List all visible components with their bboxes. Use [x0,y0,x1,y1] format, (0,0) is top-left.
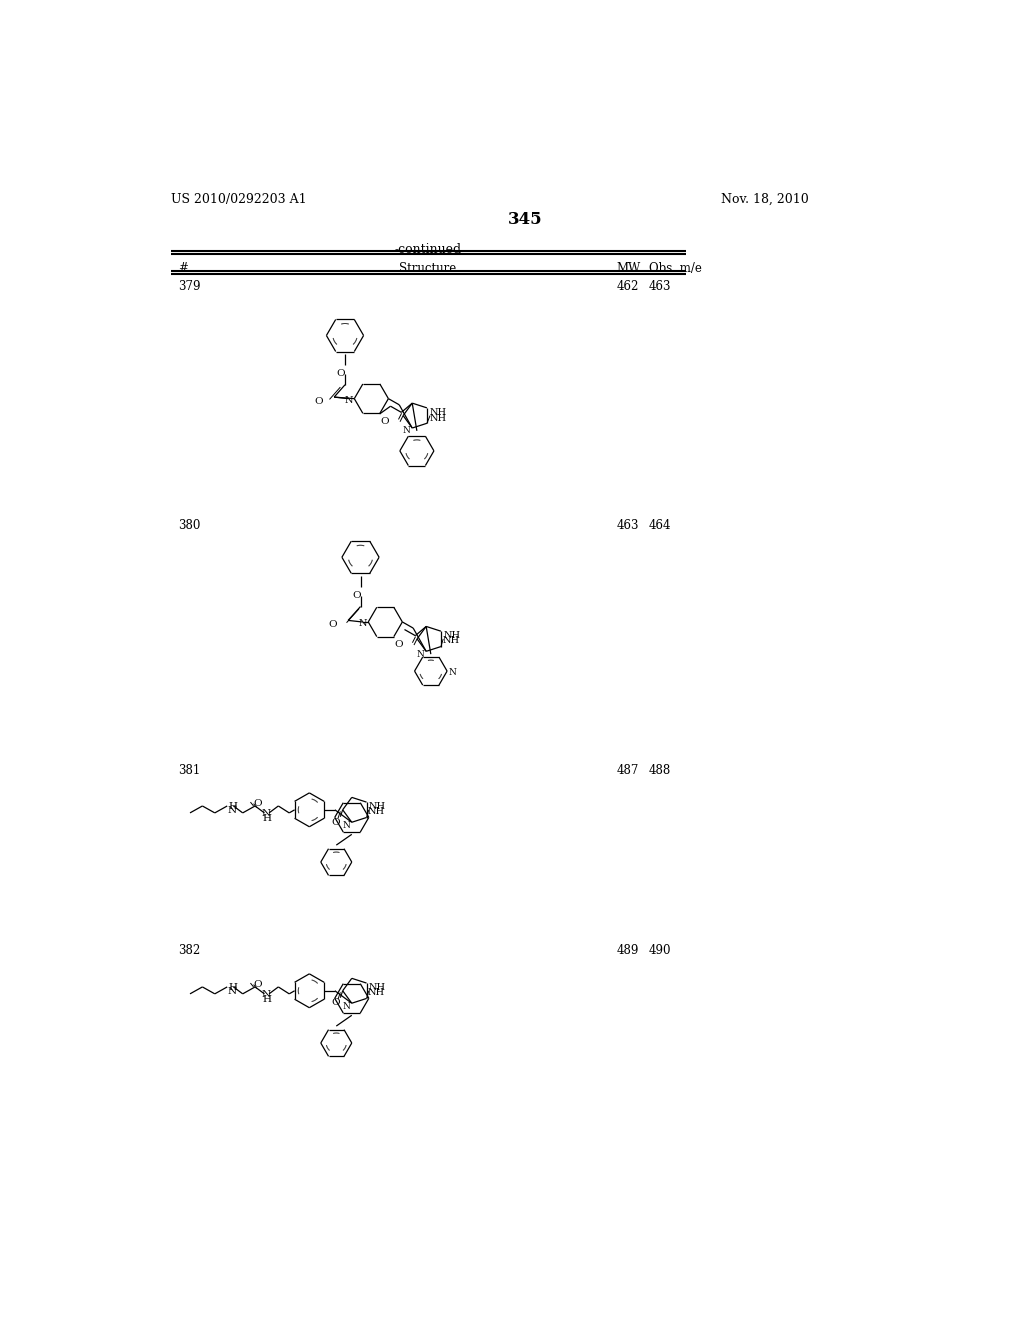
Text: Nov. 18, 2010: Nov. 18, 2010 [721,193,809,206]
Text: 490: 490 [649,944,672,957]
Text: 464: 464 [649,519,672,532]
Text: O: O [331,817,340,826]
Text: N: N [358,619,367,628]
Text: O: O [352,591,360,601]
Text: N: N [342,1002,350,1011]
Text: H: H [228,803,238,810]
Text: NH: NH [368,987,385,997]
Text: NH: NH [369,803,386,810]
Text: 463: 463 [649,280,672,293]
Text: US 2010/0292203 A1: US 2010/0292203 A1 [171,193,306,206]
Text: O: O [254,799,262,808]
Text: 381: 381 [178,763,201,776]
Text: O: O [314,397,324,407]
Text: N: N [227,987,237,995]
Text: Obs. m/e: Obs. m/e [649,263,701,276]
Text: 462: 462 [616,280,639,293]
Text: NH: NH [442,636,460,644]
Text: N: N [402,426,411,436]
Text: H: H [263,995,271,1005]
Text: -continued: -continued [394,243,462,256]
Text: O: O [337,370,345,379]
Text: O: O [381,417,389,426]
Text: 380: 380 [178,519,201,532]
Text: N: N [344,396,352,404]
Text: O: O [394,640,403,649]
Text: H: H [263,814,271,824]
Text: NH: NH [429,408,446,417]
Text: NH: NH [443,631,461,640]
Text: N: N [449,668,457,677]
Text: NH: NH [429,414,446,422]
Text: 382: 382 [178,944,201,957]
Text: Structure: Structure [399,263,457,276]
Text: 488: 488 [649,763,671,776]
Text: N: N [261,809,270,818]
Text: H: H [228,983,238,993]
Text: N: N [417,649,425,659]
Text: 345: 345 [508,211,542,228]
Text: O: O [329,620,337,630]
Text: NH: NH [369,983,386,993]
Text: 463: 463 [616,519,639,532]
Text: 379: 379 [178,280,201,293]
Text: O: O [254,979,262,989]
Text: NH: NH [368,807,385,816]
Text: 487: 487 [616,763,639,776]
Text: N: N [227,807,237,814]
Text: #: # [178,263,188,276]
Text: MW: MW [616,263,640,276]
Text: N: N [342,821,350,830]
Text: 489: 489 [616,944,639,957]
Text: N: N [261,990,270,999]
Text: O: O [331,998,340,1007]
